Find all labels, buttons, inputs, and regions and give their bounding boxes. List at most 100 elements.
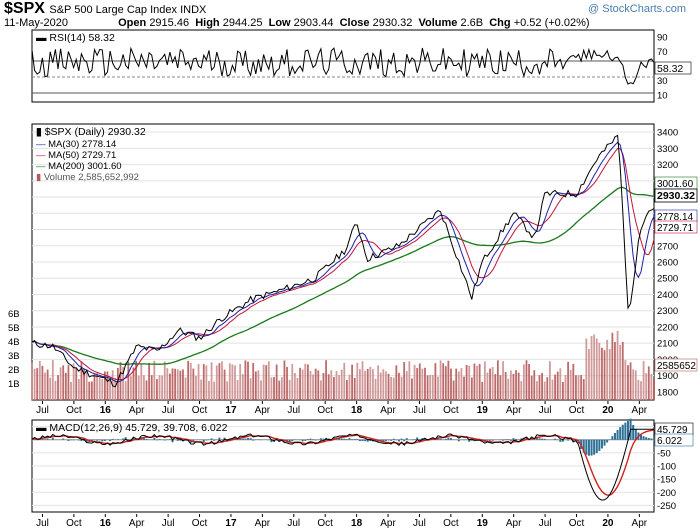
volume-bar bbox=[31, 362, 33, 400]
ma50-last-value: 2729.71 bbox=[657, 223, 694, 234]
change-value: +0.52 (+0.02%) bbox=[513, 17, 590, 29]
volume-bar bbox=[327, 374, 330, 400]
volume-bar bbox=[280, 377, 283, 400]
volume-bar bbox=[372, 369, 374, 400]
volume-bar bbox=[75, 367, 78, 400]
high-value: 2944.25 bbox=[222, 17, 263, 29]
volume-bar bbox=[59, 367, 62, 400]
volume-bar bbox=[260, 380, 262, 400]
volume-bar bbox=[38, 360, 41, 400]
x-tick-label: 20 bbox=[602, 405, 614, 416]
volume-bar bbox=[502, 361, 504, 400]
macd-hist-bar bbox=[314, 439, 317, 441]
volume-bar bbox=[252, 362, 255, 400]
volume-bar bbox=[192, 368, 195, 400]
macd-hist-bar bbox=[525, 437, 528, 440]
x-tick-label: Apr bbox=[129, 518, 145, 529]
macd-hist-bar bbox=[213, 439, 216, 441]
volume-bar bbox=[385, 371, 387, 400]
macd-hist-bar bbox=[179, 439, 182, 441]
volume-tick-label: 2B bbox=[8, 365, 20, 376]
rsi-tick-label: 10 bbox=[657, 90, 668, 101]
volume-bar bbox=[288, 379, 291, 400]
exchange: INDX bbox=[180, 4, 207, 16]
macd-hist-bar bbox=[395, 439, 398, 441]
macd-hist-bar bbox=[613, 432, 616, 440]
macd-hist-bar bbox=[421, 438, 424, 440]
volume-bar bbox=[262, 364, 265, 400]
price-tick-label: 3400 bbox=[657, 128, 678, 139]
macd-hist-bar bbox=[244, 438, 247, 440]
volume-bar bbox=[325, 360, 327, 400]
macd-hist-bar bbox=[46, 438, 49, 440]
volume-bar bbox=[353, 377, 356, 400]
macd-hist-bar bbox=[218, 437, 221, 440]
volume-bar bbox=[127, 361, 130, 400]
volume-bar bbox=[366, 368, 369, 400]
price-tick-label: 3200 bbox=[657, 160, 678, 171]
macd-hist-bar bbox=[489, 439, 492, 441]
volume-bar bbox=[569, 369, 572, 400]
price-last-box bbox=[654, 188, 698, 203]
macd-hist-bar bbox=[72, 439, 75, 441]
macd-hist-bar bbox=[390, 439, 393, 441]
macd-hist-bar bbox=[226, 439, 229, 440]
volume-bar bbox=[309, 371, 312, 400]
volume-bar bbox=[504, 371, 507, 400]
macd-hist-bar bbox=[338, 437, 341, 440]
volume-bar bbox=[270, 377, 273, 400]
macd-hist-bar bbox=[111, 438, 114, 440]
volume-value: 2.6B bbox=[460, 17, 484, 29]
volume-bar bbox=[174, 368, 177, 400]
volume-bar bbox=[109, 379, 111, 400]
macd-hist-bar bbox=[561, 439, 564, 442]
ma50-last-box bbox=[654, 220, 698, 234]
volume-bar bbox=[411, 378, 413, 400]
volume-bar bbox=[437, 376, 439, 400]
volume-bar bbox=[551, 379, 554, 400]
macd-hist-bar bbox=[590, 439, 593, 456]
macd-hist-bar bbox=[653, 438, 655, 440]
volume-bar bbox=[93, 374, 96, 400]
macd-hist-bar bbox=[397, 439, 400, 442]
x-tick-label: Oct bbox=[317, 518, 333, 529]
volume-bar bbox=[286, 366, 288, 400]
macd-hist-bar bbox=[278, 439, 281, 442]
volume-bar bbox=[463, 376, 465, 400]
volume-bar bbox=[254, 371, 257, 400]
volume-bar bbox=[44, 372, 46, 400]
volume-bar bbox=[275, 364, 278, 400]
macd-hist-bar bbox=[176, 439, 179, 441]
macd-hist-bar bbox=[62, 438, 65, 440]
volume-bar bbox=[46, 369, 49, 400]
volume-bar bbox=[143, 375, 145, 400]
volume-bar bbox=[343, 362, 346, 400]
volume-bar bbox=[148, 362, 151, 400]
rsi-last-box bbox=[654, 61, 692, 75]
volume-bar bbox=[478, 363, 481, 400]
watermark[interactable]: @ StockCharts.com bbox=[588, 3, 686, 15]
volume-bar bbox=[530, 375, 533, 400]
volume-bar bbox=[226, 381, 229, 400]
volume-bar bbox=[494, 374, 497, 400]
macd-hist-bar bbox=[103, 439, 106, 441]
volume-bar bbox=[234, 365, 236, 400]
volume-tick-label: 6B bbox=[8, 309, 20, 320]
volume-bar bbox=[202, 364, 205, 400]
volume-bar bbox=[49, 377, 52, 400]
volume-bar bbox=[210, 362, 213, 400]
volume-bar bbox=[460, 368, 463, 400]
x-tick-label: 19 bbox=[477, 518, 489, 529]
volume-bar bbox=[486, 372, 489, 400]
macd-tick-label: -50 bbox=[657, 448, 671, 459]
volume-bar bbox=[171, 368, 174, 400]
volume-bar bbox=[632, 369, 635, 400]
volume-bar bbox=[348, 374, 351, 400]
volume-bar bbox=[431, 374, 434, 400]
volume-tick-label: 4B bbox=[8, 337, 20, 348]
macd-hist-bar bbox=[587, 439, 590, 456]
volume-bar bbox=[145, 380, 148, 400]
volume-bar bbox=[619, 344, 622, 400]
volume-bar bbox=[582, 379, 585, 400]
macd-hist-bar bbox=[595, 439, 598, 454]
